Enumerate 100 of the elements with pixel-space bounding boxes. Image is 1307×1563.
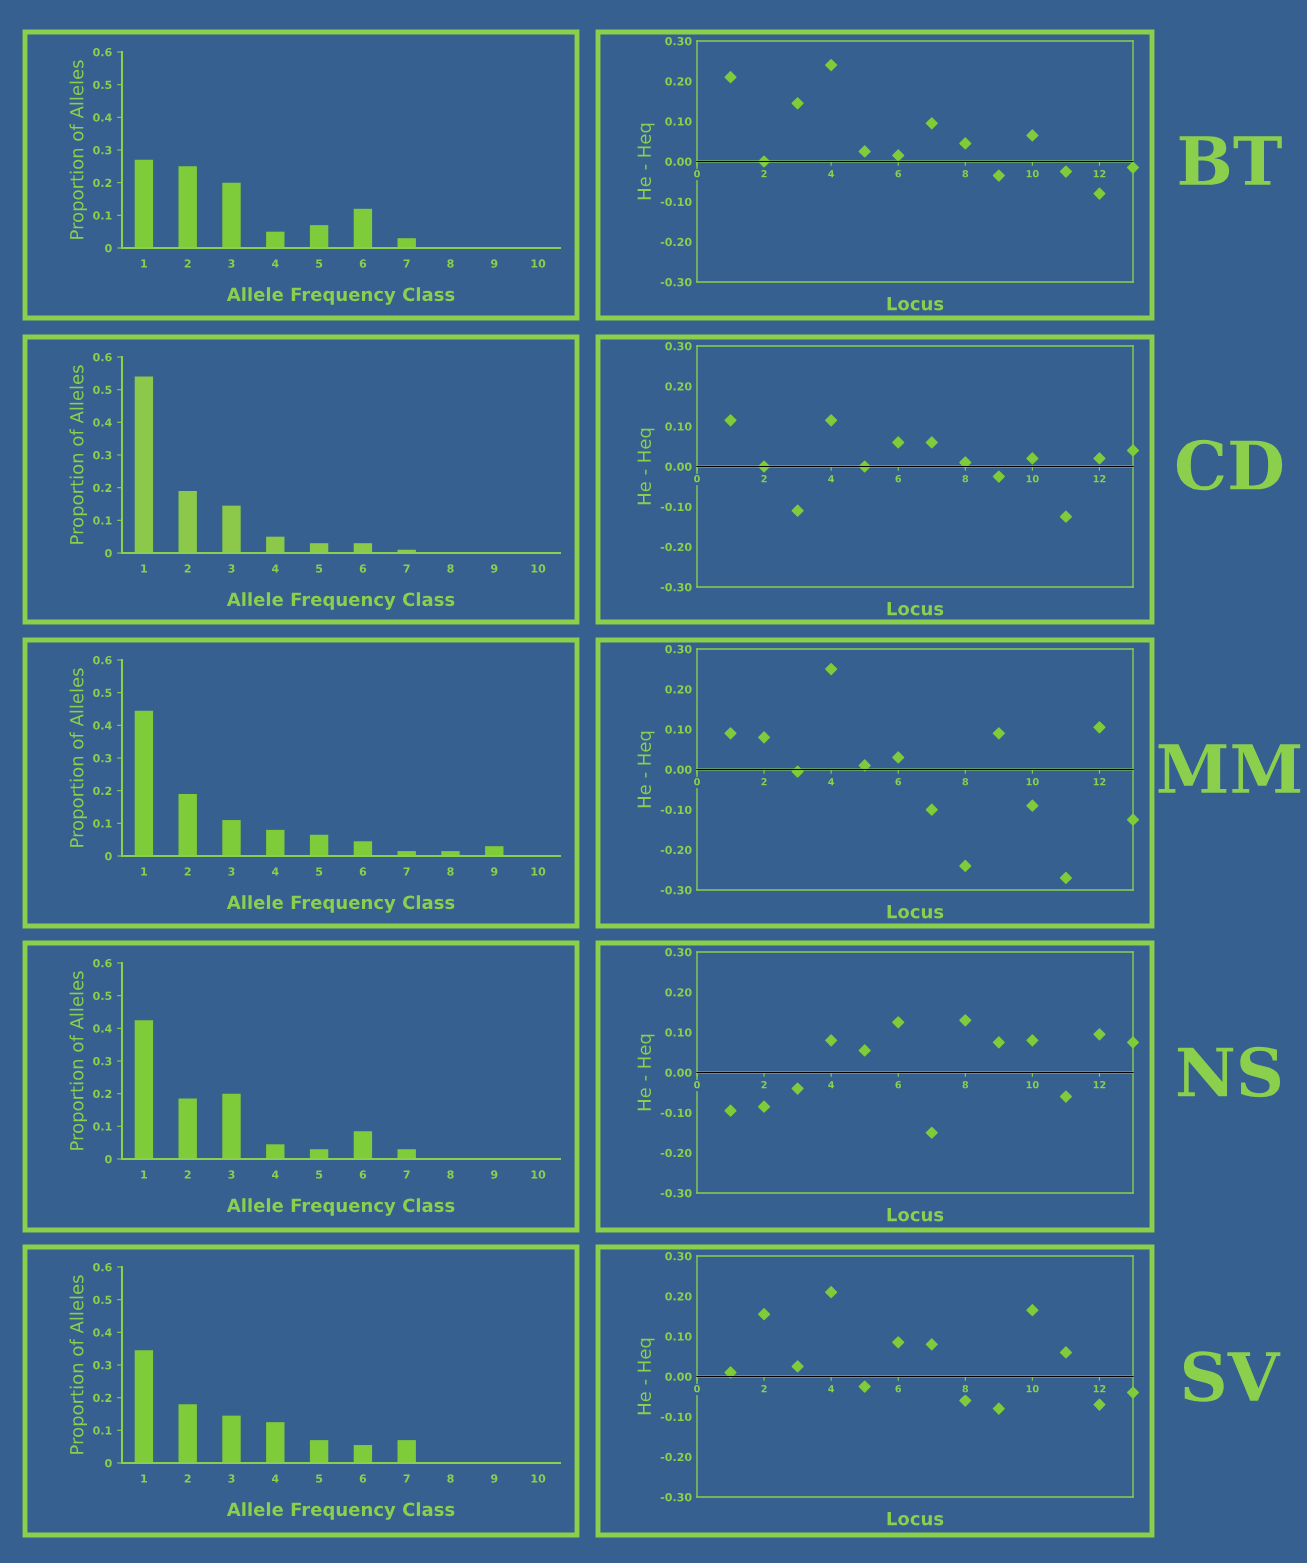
point — [992, 727, 1005, 740]
x-tick-label: 8 — [447, 1170, 454, 1179]
y-tick-label: -0.20 — [660, 237, 692, 247]
y-tick-label: 0 — [105, 1458, 112, 1468]
y-axis-title: Proportion of Alleles — [69, 60, 88, 239]
x-tick-label: 4 — [271, 1170, 279, 1179]
x-tick-label: 7 — [403, 259, 410, 268]
x-tick-label: 8 — [962, 778, 969, 786]
x-tick-label: 5 — [316, 1170, 323, 1179]
x-tick-label: 4 — [271, 564, 279, 573]
y-tick-label: 0.10 — [665, 422, 692, 431]
x-tick-label: 3 — [228, 564, 235, 573]
y-tick-label: 0.2 — [93, 786, 112, 796]
x-tick-label: 6 — [895, 778, 902, 786]
y-tick-label: -0.30 — [660, 1492, 692, 1502]
y-tick-label: 0.3 — [93, 450, 112, 460]
point — [959, 859, 972, 872]
y-tick-label: -0.20 — [660, 542, 692, 552]
x-tick-label: 7 — [403, 867, 410, 876]
y-tick-label: 0.20 — [665, 77, 692, 86]
y-tick-label: 0.5 — [93, 1295, 112, 1305]
point — [892, 149, 905, 162]
x-tick-label: 9 — [491, 1474, 498, 1483]
point — [925, 803, 938, 816]
point — [1026, 129, 1039, 142]
y-tick-label: 0.10 — [665, 1332, 692, 1341]
x-tick-label: 2 — [761, 1081, 767, 1089]
point — [959, 1014, 972, 1027]
y-tick-label: 0.30 — [665, 947, 692, 957]
bar — [309, 1440, 329, 1463]
x-tick-label: 3 — [228, 1474, 235, 1483]
x-tick-label: 9 — [491, 259, 498, 268]
y-tick-label: 0.6 — [93, 1262, 112, 1272]
bar — [397, 1440, 416, 1463]
x-tick-label: 0 — [694, 1081, 700, 1089]
bar — [266, 1144, 285, 1159]
bar — [353, 1445, 373, 1463]
x-tick-label: 9 — [491, 867, 498, 876]
y-axis-title: He - Heq — [637, 428, 655, 505]
y-tick-label: 0.00 — [665, 1372, 692, 1381]
y-tick-label: 0.2 — [93, 178, 112, 188]
x-tick-label: 8 — [447, 867, 454, 876]
y-axis-title: He - Heq — [637, 731, 655, 808]
x-tick-label: 4 — [828, 1081, 835, 1089]
x-tick-label: 2 — [184, 259, 191, 268]
point — [1059, 510, 1072, 523]
x-tick-label: 5 — [316, 1474, 323, 1483]
y-tick-label: 0.20 — [665, 1292, 692, 1301]
y-tick-label: 0.1 — [93, 1122, 112, 1131]
x-tick-label: 5 — [316, 867, 323, 876]
x-tick-label: 10 — [531, 564, 546, 573]
text: CD — [1176, 439, 1283, 491]
y-tick-label: 0.00 — [665, 462, 692, 471]
point — [892, 751, 905, 764]
y-axis-title: Proportion of Alleles — [69, 668, 88, 847]
x-tick-label: 12 — [1093, 170, 1106, 178]
point — [1059, 1090, 1072, 1103]
x-tick-label: 7 — [403, 1474, 410, 1483]
bar — [222, 820, 241, 856]
x-axis-title: Locus — [887, 1512, 944, 1526]
x-tick-label: 2 — [184, 564, 191, 573]
y-tick-label: 0.2 — [93, 1089, 112, 1099]
point — [959, 1394, 972, 1407]
x-tick-label: 4 — [828, 778, 835, 786]
x-axis-title: Allele Frequency Class — [226, 592, 455, 610]
x-tick-label: 3 — [228, 259, 235, 268]
x-tick-label: 1 — [141, 564, 147, 573]
x-tick-label: 9 — [491, 564, 498, 573]
x-tick-label: 10 — [1026, 1081, 1039, 1089]
y-tick-label: -0.30 — [660, 582, 692, 592]
x-tick-label: 4 — [828, 170, 835, 178]
x-tick-label: 2 — [761, 778, 767, 786]
text: SV — [1183, 1351, 1281, 1402]
x-axis-title: Locus — [887, 297, 944, 311]
y-tick-label: 0.20 — [665, 685, 692, 694]
y-tick-label: -0.20 — [660, 1452, 692, 1462]
y-tick-label: -0.10 — [660, 1412, 692, 1422]
point — [959, 137, 972, 150]
x-tick-label: 3 — [228, 1170, 235, 1179]
point — [791, 97, 804, 110]
y-tick-label: 0.30 — [665, 644, 692, 654]
x-tick-label: 4 — [271, 1474, 279, 1483]
y-tick-label: 0.2 — [93, 483, 112, 493]
x-tick-label: 6 — [359, 259, 367, 268]
y-tick-label: 0.6 — [93, 352, 112, 362]
y-tick-label: 0.5 — [93, 80, 112, 90]
bar — [353, 208, 373, 248]
y-tick-label: 0.6 — [93, 655, 112, 665]
x-tick-label: 6 — [895, 170, 902, 178]
bar — [134, 159, 154, 248]
y-axis-title: Proportion of Alleles — [69, 365, 88, 544]
x-tick-label: 1 — [141, 259, 147, 268]
text: BT — [1179, 136, 1282, 185]
point — [791, 504, 804, 517]
x-tick-label: 4 — [271, 259, 279, 268]
text: MM — [1158, 744, 1301, 793]
x-tick-label: 10 — [531, 867, 546, 876]
bar — [266, 1422, 285, 1463]
x-tick-label: 7 — [403, 564, 410, 573]
point — [1026, 799, 1039, 812]
